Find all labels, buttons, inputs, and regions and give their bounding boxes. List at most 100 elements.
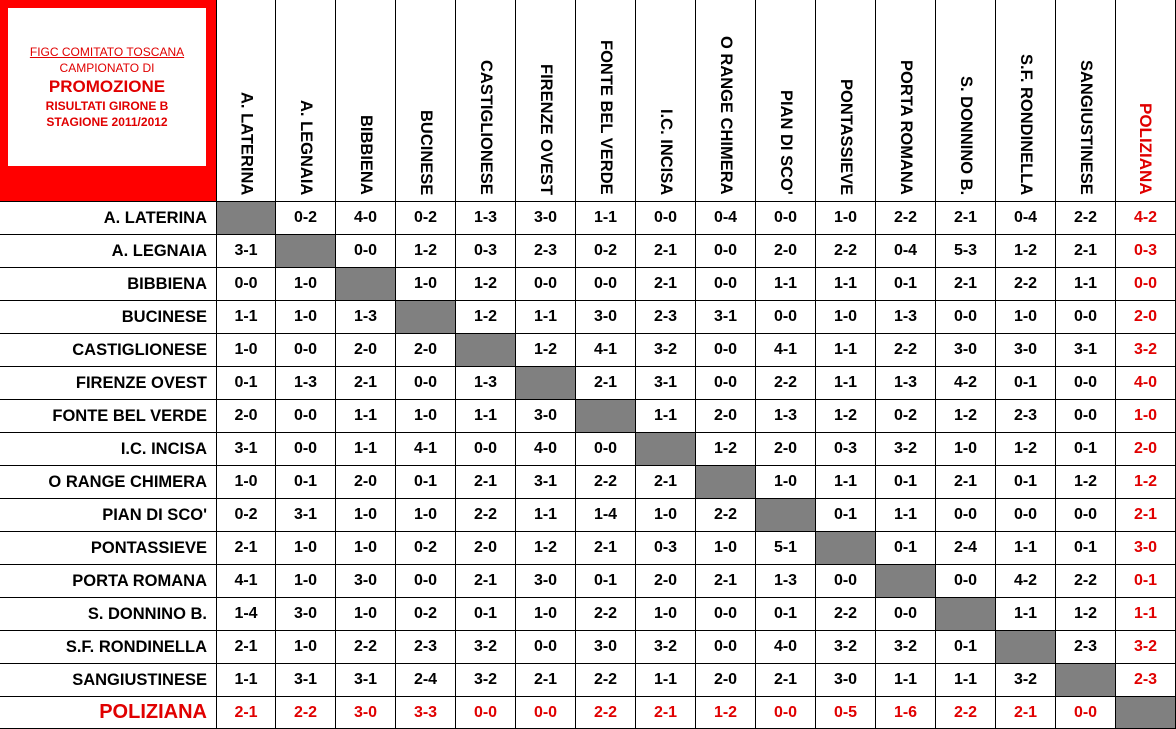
- result-cell: 0-0: [636, 202, 696, 235]
- result-cell: 0-5: [816, 697, 876, 729]
- result-cell: 0-0: [936, 499, 996, 532]
- result-cell: 0-1: [1056, 532, 1116, 565]
- result-cell: 0-0: [396, 367, 456, 400]
- result-cell: 2-0: [217, 400, 276, 433]
- header-logo: FIGC COMITATO TOSCANA CAMPIONATO DI PROM…: [0, 0, 217, 202]
- result-cell: 0-0: [456, 697, 516, 729]
- result-cell: 3-3: [396, 697, 456, 729]
- result-cell: 0-1: [876, 532, 936, 565]
- result-cell: 0-0: [936, 565, 996, 598]
- column-header: A. LATERINA: [217, 0, 276, 202]
- result-cell: 3-0: [276, 598, 336, 631]
- result-cell: 3-2: [876, 631, 936, 664]
- diagonal-cell: [1116, 697, 1176, 729]
- result-cell: 0-1: [396, 466, 456, 499]
- result-cell: 1-2: [1056, 466, 1116, 499]
- result-cell: 0-0: [696, 268, 756, 301]
- diagonal-cell: [217, 202, 276, 235]
- result-cell: 2-0: [1116, 433, 1176, 466]
- result-cell: 2-2: [1056, 565, 1116, 598]
- result-cell: 5-3: [936, 235, 996, 268]
- column-header: I.C. INCISA: [636, 0, 696, 202]
- result-cell: 1-3: [456, 367, 516, 400]
- result-cell: 3-2: [996, 664, 1056, 697]
- diagonal-cell: [996, 631, 1056, 664]
- result-cell: 2-2: [576, 697, 636, 729]
- result-cell: 4-0: [516, 433, 576, 466]
- result-cell: 2-1: [936, 268, 996, 301]
- column-header-label: O RANGE CHIMERA: [716, 36, 735, 195]
- result-cell: 2-1: [636, 697, 696, 729]
- diagonal-cell: [696, 466, 756, 499]
- result-cell: 1-1: [217, 664, 276, 697]
- result-cell: 2-4: [396, 664, 456, 697]
- column-header-label: CASTIGLIONESE: [476, 60, 495, 195]
- column-header: O RANGE CHIMERA: [696, 0, 756, 202]
- result-cell: 1-1: [636, 664, 696, 697]
- result-cell: 1-2: [516, 532, 576, 565]
- result-cell: 0-0: [756, 202, 816, 235]
- result-cell: 0-0: [276, 334, 336, 367]
- result-cell: 1-3: [456, 202, 516, 235]
- result-cell: 2-2: [276, 697, 336, 729]
- result-cell: 1-1: [756, 268, 816, 301]
- result-cell: 1-1: [876, 499, 936, 532]
- result-cell: 3-0: [336, 565, 396, 598]
- result-cell: 1-2: [396, 235, 456, 268]
- diagonal-cell: [576, 400, 636, 433]
- result-cell: 0-0: [516, 268, 576, 301]
- result-cell: 0-1: [816, 499, 876, 532]
- result-cell: 1-1: [876, 664, 936, 697]
- result-cell: 2-3: [1056, 631, 1116, 664]
- result-cell: 2-1: [636, 235, 696, 268]
- result-cell: 3-1: [276, 499, 336, 532]
- result-cell: 2-1: [696, 565, 756, 598]
- result-cell: 1-2: [1116, 466, 1176, 499]
- result-cell: 1-1: [456, 400, 516, 433]
- result-cell: 0-0: [276, 400, 336, 433]
- result-cell: 1-3: [876, 367, 936, 400]
- result-cell: 0-1: [996, 466, 1056, 499]
- result-cell: 3-2: [636, 334, 696, 367]
- row-header: A. LEGNAIA: [0, 235, 217, 268]
- result-cell: 0-0: [1056, 301, 1116, 334]
- result-cell: 3-0: [1116, 532, 1176, 565]
- result-cell: 2-1: [936, 466, 996, 499]
- column-header-label: S. DONNINO B.: [956, 75, 975, 195]
- result-cell: 1-0: [1116, 400, 1176, 433]
- diagonal-cell: [336, 268, 396, 301]
- column-header: PIAN DI SCO': [756, 0, 816, 202]
- result-cell: 3-1: [636, 367, 696, 400]
- diagonal-cell: [1056, 664, 1116, 697]
- header-box: FIGC COMITATO TOSCANA CAMPIONATO DI PROM…: [8, 8, 206, 166]
- column-header: BIBBIENA: [336, 0, 396, 202]
- row-header: FONTE BEL VERDE: [0, 400, 217, 433]
- result-cell: 2-3: [636, 301, 696, 334]
- row-header: FIRENZE OVEST: [0, 367, 217, 400]
- result-cell: 0-1: [756, 598, 816, 631]
- result-cell: 0-0: [516, 631, 576, 664]
- result-cell: 1-6: [876, 697, 936, 729]
- result-cell: 2-4: [936, 532, 996, 565]
- result-cell: 1-0: [396, 268, 456, 301]
- result-cell: 2-1: [217, 532, 276, 565]
- result-cell: 1-1: [516, 301, 576, 334]
- result-cell: 4-1: [396, 433, 456, 466]
- result-cell: 2-1: [217, 631, 276, 664]
- result-cell: 1-1: [336, 433, 396, 466]
- result-cell: 4-2: [1116, 202, 1176, 235]
- result-cell: 2-1: [756, 664, 816, 697]
- result-cell: 2-2: [576, 598, 636, 631]
- diagonal-cell: [936, 598, 996, 631]
- result-cell: 1-0: [756, 466, 816, 499]
- result-cell: 0-3: [1116, 235, 1176, 268]
- result-cell: 0-4: [876, 235, 936, 268]
- result-cell: 1-0: [816, 202, 876, 235]
- result-cell: 3-2: [876, 433, 936, 466]
- row-header: PIAN DI SCO': [0, 499, 217, 532]
- result-cell: 2-2: [576, 466, 636, 499]
- result-cell: 2-0: [1116, 301, 1176, 334]
- result-cell: 1-2: [456, 268, 516, 301]
- result-cell: 0-0: [756, 697, 816, 729]
- diagonal-cell: [756, 499, 816, 532]
